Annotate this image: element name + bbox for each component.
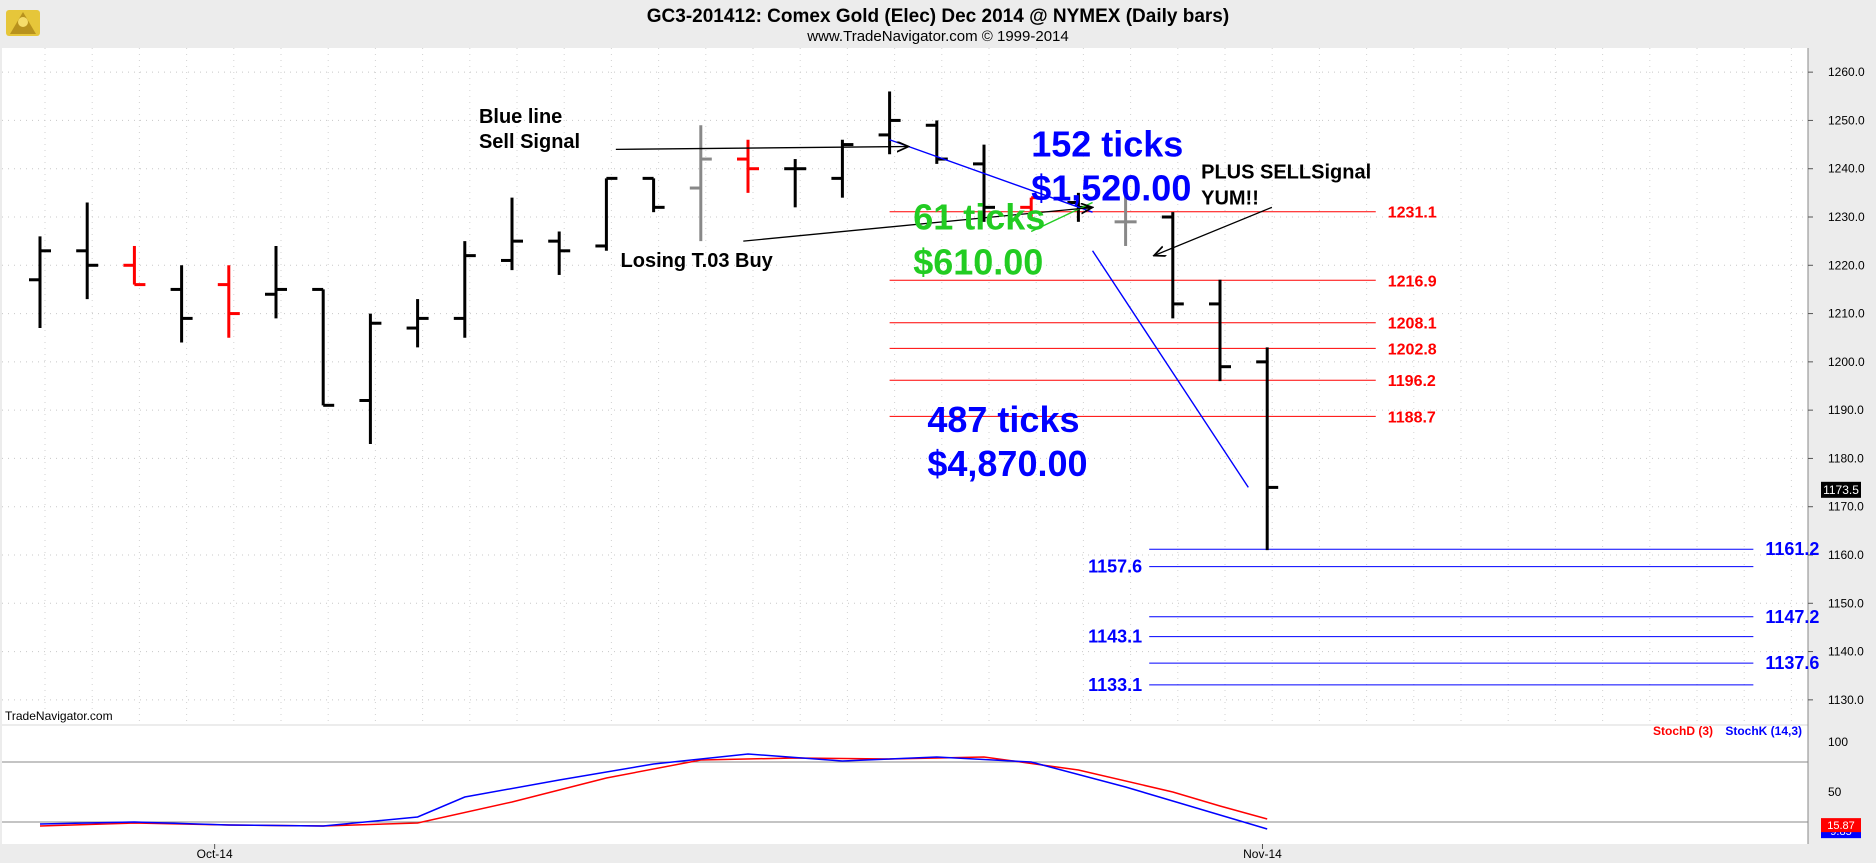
annotation-text: 61 ticks bbox=[913, 197, 1045, 238]
stoch-series-line bbox=[39, 753, 1268, 830]
x-tick-label: Oct-14 bbox=[197, 847, 233, 861]
annotation-text: 487 ticks bbox=[927, 399, 1079, 440]
ohlc-bar bbox=[642, 176, 665, 213]
y-tick-label: 1250.0 bbox=[1828, 113, 1865, 127]
ohlc-bar bbox=[217, 265, 240, 338]
level-label: 1216.9 bbox=[1388, 273, 1437, 290]
ohlc-bar bbox=[1114, 188, 1137, 246]
level-label: 1147.2 bbox=[1765, 607, 1819, 627]
y-tick-label: 1170.0 bbox=[1828, 500, 1864, 514]
stoch-tick-label: 50 bbox=[1828, 785, 1842, 799]
blue-trend-line-1 bbox=[889, 139, 1093, 213]
stoch-tick-label: 100 bbox=[1828, 735, 1848, 749]
stochD-value-tag bbox=[1821, 818, 1861, 833]
blue-trend-line-2 bbox=[1091, 250, 1249, 488]
ohlc-bar bbox=[1256, 347, 1279, 551]
ohlc-bar bbox=[784, 159, 807, 208]
y-tick-label: 1210.0 bbox=[1828, 307, 1865, 321]
y-tick-label: 1260.0 bbox=[1828, 65, 1865, 79]
y-tick-label: 1240.0 bbox=[1828, 162, 1865, 176]
stochastic-legend: StochD (3) StochK (14,3) bbox=[1653, 724, 1802, 738]
level-label: 1202.8 bbox=[1388, 341, 1437, 358]
date-axis: Oct-14 Nov-14 bbox=[197, 844, 1282, 861]
ohlc-bar bbox=[359, 313, 382, 444]
ohlc-bar bbox=[265, 245, 287, 319]
annotation-text: Sell Signal bbox=[479, 131, 580, 153]
last-price-label: 1173.5 bbox=[1823, 483, 1859, 497]
grid bbox=[2, 48, 1808, 724]
chart-title: GC3-201412: Comex Gold (Elec) Dec 2014 @… bbox=[647, 6, 1229, 27]
chart-subtitle: www.TradeNavigator.com © 1999-2014 bbox=[806, 28, 1068, 45]
ohlc-bar bbox=[406, 299, 429, 348]
annotation-text: $4,870.00 bbox=[927, 443, 1087, 484]
arrow-losing-buy bbox=[743, 207, 1092, 242]
level-label: 1196.2 bbox=[1388, 373, 1436, 390]
annotation-text: Blue line bbox=[479, 106, 562, 128]
ohlc-bar bbox=[689, 125, 712, 242]
level-label: 1143.1 bbox=[1088, 627, 1142, 647]
watermark: TradeNavigator.com bbox=[5, 709, 113, 723]
y-tick-label: 1200.0 bbox=[1828, 355, 1865, 369]
x-tick-label: Nov-14 bbox=[1243, 847, 1282, 861]
stochD-value-label: 15.87 bbox=[1827, 820, 1855, 832]
ohlc-bar bbox=[1209, 279, 1231, 382]
annotation-text: $610.00 bbox=[913, 241, 1043, 282]
level-label: 1208.1 bbox=[1388, 316, 1437, 333]
ohlc-bar bbox=[595, 176, 618, 251]
trend-lines bbox=[615, 139, 1273, 488]
ohlc-bar bbox=[1161, 212, 1184, 319]
ohlc-bar bbox=[123, 245, 146, 287]
level-label: 1161.2 bbox=[1765, 539, 1819, 559]
price-panel bbox=[2, 48, 1808, 724]
arrow-sell-signal bbox=[615, 147, 909, 150]
ohlc-bar bbox=[831, 139, 854, 198]
y-tick-label: 1230.0 bbox=[1828, 210, 1865, 224]
level-label: 1157.6 bbox=[1088, 557, 1142, 577]
ohlc-bar bbox=[312, 287, 335, 407]
levels: 1231.1 1216.9 1208.1 1202.8 1196.2 1188.7 1161… bbox=[889, 205, 1819, 695]
ohlc-bar bbox=[76, 202, 99, 300]
last-price-tag bbox=[1821, 481, 1861, 498]
ohlc-bar bbox=[548, 231, 571, 275]
annotation-text: Losing T.03 Buy bbox=[621, 250, 774, 272]
stochastic-panel bbox=[2, 726, 1808, 844]
y-tick-label: 1140.0 bbox=[1828, 645, 1864, 659]
y-tick-label: 1150.0 bbox=[1828, 596, 1864, 610]
ohlc-bar bbox=[170, 265, 193, 343]
level-label: 1188.7 bbox=[1388, 409, 1436, 426]
legend-stochD: StochD (3) bbox=[1653, 724, 1713, 738]
level-label: 1133.1 bbox=[1088, 675, 1142, 695]
y-tick-label: 1190.0 bbox=[1828, 403, 1864, 417]
price-axis: 1260.0 1250.0 1240.0 1230.0 1220.0 1210.0 1200… bbox=[1808, 65, 1865, 707]
level-label: 1231.1 bbox=[1388, 205, 1437, 222]
level-label: 1137.6 bbox=[1765, 653, 1819, 673]
ohlc-bar bbox=[973, 144, 995, 222]
arrow-plus-sell bbox=[1154, 206, 1273, 255]
y-tick-label: 1160.0 bbox=[1828, 548, 1864, 562]
ohlc-bar bbox=[29, 236, 51, 329]
ohlc-bar bbox=[878, 91, 901, 155]
ohlc-bar bbox=[501, 197, 523, 271]
annotation-text: $1,520.00 bbox=[1031, 168, 1191, 209]
y-tick-label: 1130.0 bbox=[1828, 693, 1864, 707]
legend-stochK: StochK (14,3) bbox=[1725, 724, 1802, 738]
annotation-text: 152 ticks bbox=[1031, 124, 1183, 165]
y-tick-label: 1180.0 bbox=[1828, 451, 1864, 465]
y-tick-label: 1220.0 bbox=[1828, 258, 1865, 272]
annotation-text: YUM!! bbox=[1201, 187, 1259, 209]
annotations: Blue line Sell Signal Losing T.03 Buy 152 t… bbox=[479, 106, 1371, 484]
ohlc-bar bbox=[453, 241, 476, 338]
app-logo bbox=[6, 10, 40, 36]
annotation-text: PLUS SELLSignal bbox=[1201, 161, 1371, 183]
